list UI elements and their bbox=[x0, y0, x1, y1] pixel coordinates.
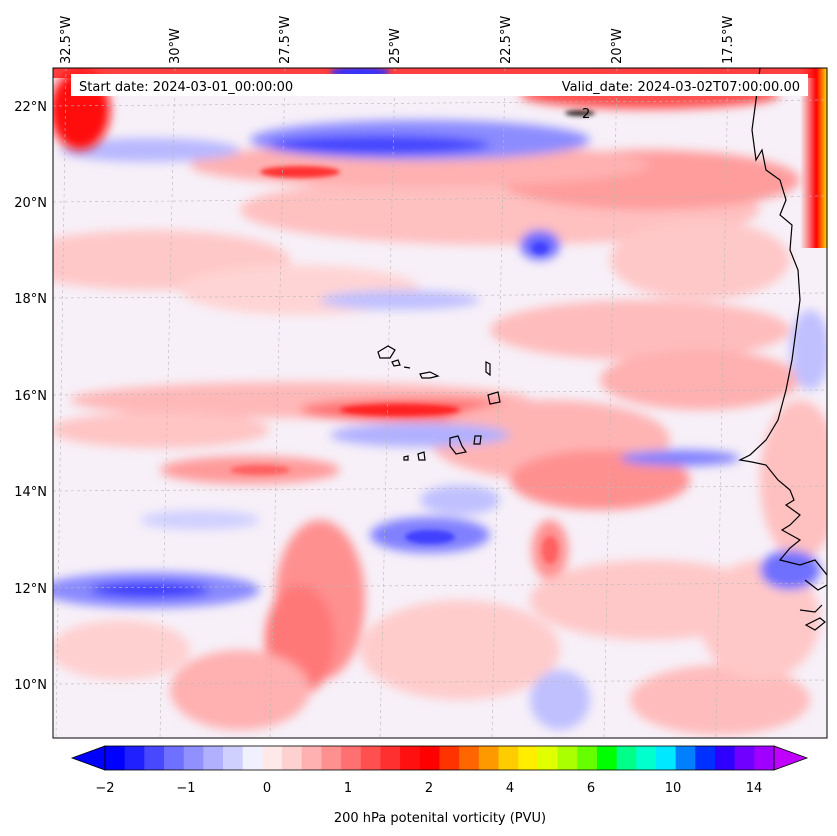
lon-label: 30°W bbox=[168, 28, 183, 64]
colorbar-cell bbox=[419, 746, 440, 770]
colorbar-cell bbox=[655, 746, 677, 770]
lon-label: 17.5°W bbox=[721, 16, 736, 64]
colorbar-cell bbox=[636, 746, 657, 770]
map-area: 2 Start date: 2024-03-01_00:00:00 Valid_… bbox=[53, 68, 827, 738]
top-edge-band bbox=[53, 68, 827, 78]
colorbar-min-extend bbox=[70, 745, 106, 771]
valid-date-text: Valid_date: 2024-03-02T07:00:00.00 bbox=[562, 80, 800, 95]
colorbar-cell bbox=[164, 746, 185, 770]
graticule bbox=[53, 68, 827, 738]
colorbar-label: 200 hPa potenital vorticity (PVU) bbox=[334, 811, 546, 826]
colorbar-frame bbox=[104, 745, 775, 771]
pv-field-detail bbox=[230, 110, 595, 564]
coastline bbox=[738, 68, 827, 631]
colorbar-tick-label: 1 bbox=[344, 781, 352, 796]
lat-label: 10°N bbox=[14, 678, 47, 693]
colorbar-cells bbox=[105, 746, 775, 770]
colorbar-cell bbox=[400, 746, 421, 770]
lon-label: 32.5°W bbox=[59, 16, 74, 64]
lat-labels: 22°N 20°N 18°N 16°N 14°N 12°N 10°N bbox=[14, 100, 47, 693]
lon-label: 25°W bbox=[388, 28, 403, 64]
colorbar-cell bbox=[754, 746, 775, 770]
colorbar-tick-label: 0 bbox=[263, 781, 271, 796]
colorbar-tick-label: 10 bbox=[665, 781, 682, 796]
colorbar-cell bbox=[242, 746, 263, 770]
right-edge-band bbox=[800, 68, 827, 248]
colorbar-cell bbox=[459, 746, 480, 770]
colorbar-cell bbox=[321, 746, 342, 770]
lat-label: 18°N bbox=[14, 292, 47, 307]
colorbar-cell bbox=[124, 746, 145, 770]
colorbar-cell bbox=[518, 746, 539, 770]
colorbar-cell bbox=[105, 746, 126, 770]
colorbar-cell bbox=[557, 746, 578, 770]
lat-label: 12°N bbox=[14, 582, 47, 597]
lat-label: 14°N bbox=[14, 485, 47, 500]
colorbar-cell bbox=[144, 746, 165, 770]
colorbar-tick-label: 4 bbox=[506, 781, 514, 796]
colorbar-cell bbox=[203, 746, 224, 770]
colorbar-cell bbox=[301, 746, 322, 770]
colorbar-cell bbox=[282, 746, 303, 770]
colorbar-tick-label: 14 bbox=[746, 781, 763, 796]
colorbar-cell bbox=[695, 746, 716, 770]
colorbar-cell bbox=[262, 746, 283, 770]
colorbar-cell bbox=[380, 746, 401, 770]
colorbar-cell bbox=[183, 746, 204, 770]
colorbar-cell bbox=[714, 746, 736, 770]
lon-label: 22.5°W bbox=[499, 16, 514, 64]
colorbar-cell bbox=[360, 746, 381, 770]
colorbar-cell bbox=[734, 746, 755, 770]
contour-label: 2 bbox=[582, 107, 590, 122]
lon-label: 27.5°W bbox=[278, 16, 293, 64]
lat-label: 20°N bbox=[14, 196, 47, 211]
colorbar-cell bbox=[223, 746, 244, 770]
colorbar-cell bbox=[498, 746, 519, 770]
colorbar-cell bbox=[478, 746, 500, 770]
colorbar-tick-label: 6 bbox=[587, 781, 595, 796]
colorbar-cell bbox=[341, 746, 362, 770]
lon-labels: 32.5°W 30°W 27.5°W 25°W 22.5°W 20°W 17.5… bbox=[59, 16, 736, 64]
colorbar-tick-label: −1 bbox=[176, 781, 195, 796]
colorbar-cell bbox=[616, 746, 637, 770]
start-date-text: Start date: 2024-03-01_00:00:00 bbox=[79, 80, 293, 95]
lon-label: 20°W bbox=[610, 28, 625, 64]
colorbar-cell bbox=[439, 746, 460, 770]
colorbar-max-extend bbox=[773, 745, 809, 771]
lat-label: 22°N bbox=[14, 100, 47, 115]
islands bbox=[377, 345, 501, 461]
map-frame bbox=[52, 67, 828, 739]
colorbar-cell bbox=[577, 746, 598, 770]
colorbar-tick-label: 2 bbox=[425, 781, 433, 796]
colorbar-ticks: −2 −1 0 1 2 4 6 10 14 bbox=[95, 781, 762, 796]
colorbar-tick-label: −2 bbox=[95, 781, 114, 796]
colorbar-cell bbox=[596, 746, 618, 770]
colorbar-cell bbox=[675, 746, 696, 770]
pv-field bbox=[53, 120, 827, 735]
colorbar-cell bbox=[537, 746, 559, 770]
info-box bbox=[71, 74, 808, 96]
lat-label: 16°N bbox=[14, 389, 47, 404]
colorbar: −2 −1 0 1 2 4 6 10 14 200 hPa potenital … bbox=[70, 745, 809, 826]
